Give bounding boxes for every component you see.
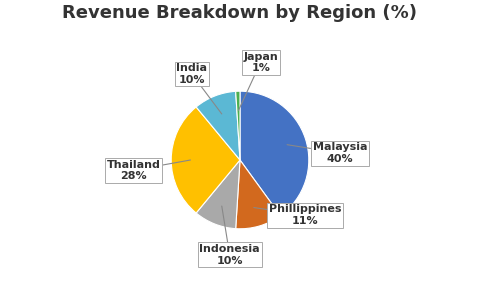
Text: Indonesia
10%: Indonesia 10% <box>199 206 260 266</box>
Text: Thailand
28%: Thailand 28% <box>107 160 191 181</box>
Text: Phillippines
11%: Phillippines 11% <box>254 204 342 226</box>
Wedge shape <box>236 91 240 160</box>
Text: Malaysia
40%: Malaysia 40% <box>287 142 367 164</box>
Text: Japan
1%: Japan 1% <box>239 52 278 111</box>
Wedge shape <box>171 107 240 213</box>
Wedge shape <box>240 91 309 216</box>
Wedge shape <box>236 160 280 229</box>
Wedge shape <box>196 160 240 229</box>
Wedge shape <box>196 91 240 160</box>
Text: India
10%: India 10% <box>176 63 222 114</box>
Title: Revenue Breakdown by Region (%): Revenue Breakdown by Region (%) <box>62 4 418 22</box>
